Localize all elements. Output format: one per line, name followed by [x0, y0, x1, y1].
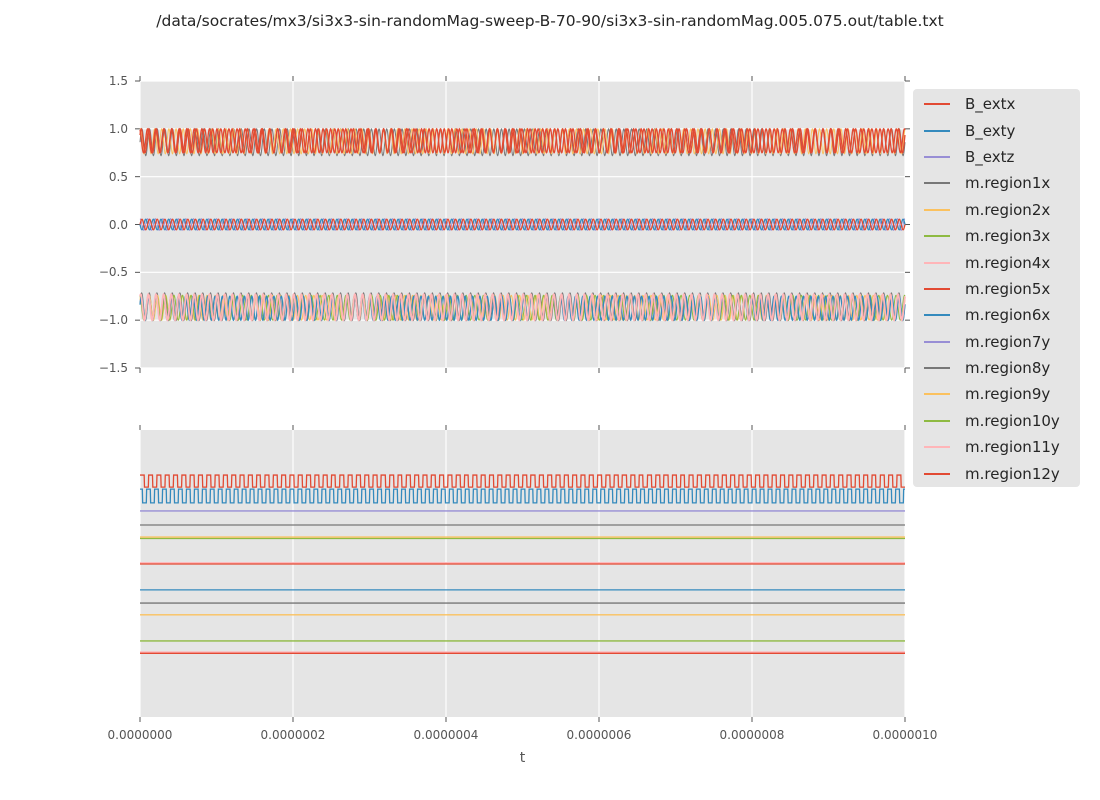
legend-item: B_extx	[913, 91, 1080, 117]
legend-label: m.region12y	[965, 464, 1060, 483]
legend-swatch	[924, 340, 950, 343]
legend-label: m.region7y	[965, 332, 1051, 351]
legend-swatch	[924, 472, 950, 475]
y-tick-label: 0.0	[108, 217, 128, 232]
x-tick-label: 0.0000000	[107, 728, 173, 742]
series-blue-square-wave	[140, 488, 905, 504]
y-tick-label: −0.5	[98, 265, 128, 280]
legend-item: m.region12y	[913, 460, 1080, 486]
legend-swatch	[924, 129, 950, 132]
x-tick-label: 0.0000002	[260, 728, 326, 742]
axes-top-canvas	[135, 76, 910, 373]
legend-swatch	[924, 287, 950, 290]
legend-label: m.region11y	[965, 438, 1060, 457]
legend: B_extx B_exty B_extz m.region1x m.region2x m.…	[913, 89, 1080, 487]
series-mid-band-red	[139, 218, 906, 231]
legend-label: m.region9y	[965, 385, 1051, 404]
legend-label: m.region2x	[965, 200, 1051, 219]
x-tick-label: 0.0000010	[872, 728, 938, 742]
legend-item: m.region8y	[913, 355, 1080, 381]
y-tick-label: 1.5	[108, 74, 128, 88]
legend-item: m.region6x	[913, 302, 1080, 328]
legend-label: B_exty	[965, 121, 1016, 140]
legend-swatch	[924, 235, 950, 238]
axes-bottom	[139, 425, 906, 722]
legend-item: m.region7y	[913, 329, 1080, 355]
legend-label: B_extx	[965, 95, 1016, 114]
series-lower-band-pink-main	[139, 292, 906, 322]
axes-bottom-canvas	[139, 425, 906, 722]
y-tick-label: 0.5	[108, 169, 128, 184]
legend-item: m.region10y	[913, 408, 1080, 434]
legend-swatch	[924, 314, 950, 317]
legend-label: m.region8y	[965, 359, 1051, 378]
legend-label: m.region5x	[965, 279, 1051, 298]
legend-item: m.region4x	[913, 249, 1080, 275]
legend-swatch	[924, 367, 950, 370]
legend-label: m.region6x	[965, 306, 1051, 325]
legend-swatch	[924, 103, 950, 106]
legend-swatch	[924, 446, 950, 449]
series-upper-band-red-b	[139, 127, 906, 154]
legend-label: m.region1x	[965, 174, 1051, 193]
y-tick-label: −1.0	[98, 313, 128, 328]
legend-item: m.region2x	[913, 197, 1080, 223]
y-tick-label: 1.0	[108, 121, 128, 136]
axes-top	[135, 76, 910, 373]
legend-swatch	[924, 182, 950, 185]
legend-swatch	[924, 261, 950, 264]
legend-label: m.region3x	[965, 227, 1051, 246]
legend-swatch	[924, 393, 950, 396]
x-tick-label: 0.0000008	[719, 728, 785, 742]
y-tick-label: −1.5	[98, 361, 128, 375]
legend-label: m.region4x	[965, 253, 1051, 272]
x-tick-label: 0.0000004	[413, 728, 479, 742]
legend-swatch	[924, 155, 950, 158]
legend-item: m.region9y	[913, 381, 1080, 407]
legend-item: B_exty	[913, 117, 1080, 143]
legend-item: m.region5x	[913, 276, 1080, 302]
legend-swatch	[924, 208, 950, 211]
legend-label: m.region10y	[965, 411, 1060, 430]
legend-label: B_extz	[965, 147, 1015, 166]
figure-title: /data/socrates/mx3/si3x3-sin-randomMag-s…	[156, 12, 944, 30]
x-axis-label: t	[519, 750, 526, 766]
legend-item: m.region1x	[913, 170, 1080, 196]
legend-swatch	[924, 419, 950, 422]
series-red-square-wave	[140, 474, 905, 488]
series-lower-band-blue	[139, 295, 906, 322]
x-tick-label: 0.0000006	[566, 728, 632, 742]
legend-item: B_extz	[913, 144, 1080, 170]
legend-item: m.region3x	[913, 223, 1080, 249]
legend-item: m.region11y	[913, 434, 1080, 460]
